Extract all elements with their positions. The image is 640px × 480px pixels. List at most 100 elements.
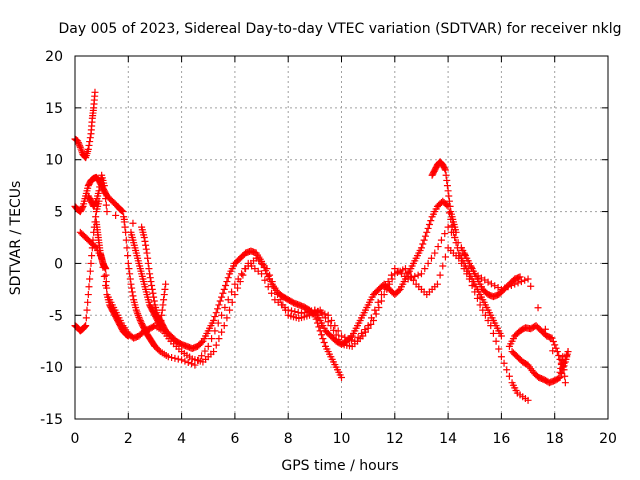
data-point (461, 250, 469, 258)
data-point (178, 356, 186, 364)
data-point (215, 335, 223, 343)
data-point (150, 297, 158, 305)
x-tick-label-8: 16 (492, 431, 510, 447)
data-point (549, 347, 557, 355)
data-point (367, 320, 375, 328)
data-point (112, 211, 120, 219)
data-point (85, 283, 93, 291)
data-point (527, 282, 535, 290)
data-point (559, 359, 567, 367)
data-point (124, 252, 132, 260)
data-point (123, 244, 131, 252)
data-point (82, 314, 90, 322)
data-point (102, 271, 110, 279)
data-point (101, 188, 109, 196)
data-point (148, 281, 156, 289)
series-t8 (311, 197, 505, 348)
data-point (315, 323, 323, 331)
data-point (141, 237, 149, 245)
data-point (262, 267, 270, 275)
data-point (218, 293, 226, 301)
data-point (258, 257, 266, 265)
series-t11 (505, 322, 572, 371)
series-t4 (76, 228, 532, 404)
data-point (516, 273, 524, 281)
data-point (122, 236, 130, 244)
data-point (261, 276, 269, 284)
data-point (330, 326, 338, 334)
data-point (555, 351, 563, 359)
x-tick-label-1: 2 (124, 431, 133, 447)
data-point (158, 311, 166, 319)
data-point (224, 274, 232, 282)
data-point (301, 308, 309, 316)
data-point (505, 372, 513, 380)
data-point (319, 335, 327, 343)
data-point (452, 228, 460, 236)
data-point (524, 396, 532, 404)
data-point (338, 332, 345, 340)
y-axis-label: SDTVAR / TECUs (8, 181, 24, 296)
data-point (548, 334, 556, 342)
data-point (369, 316, 377, 324)
data-point (421, 232, 429, 240)
data-point (436, 271, 444, 279)
data-point (564, 348, 572, 356)
data-point (215, 301, 223, 309)
data-point (553, 348, 561, 356)
data-point (95, 187, 103, 195)
data-point (444, 187, 452, 195)
data-point (198, 352, 206, 360)
data-point (446, 202, 454, 210)
data-point (86, 138, 94, 146)
data-point (218, 328, 226, 336)
data-point (86, 275, 94, 283)
data-point (208, 335, 216, 343)
y-tick-label-0: -15 (40, 412, 63, 428)
data-point (210, 348, 218, 356)
data-point (103, 284, 111, 292)
data-point (473, 294, 481, 302)
data-point (212, 341, 220, 349)
data-point (96, 183, 104, 191)
y-tick-label-6: 15 (45, 101, 63, 117)
data-point (377, 297, 385, 305)
data-point (135, 313, 143, 321)
data-point (380, 291, 388, 299)
data-point (159, 301, 167, 309)
x-tick-label-10: 20 (599, 431, 617, 447)
data-point (168, 354, 176, 362)
data-point (156, 320, 164, 328)
data-point (492, 337, 500, 345)
data-point (387, 271, 395, 279)
x-tick-label-0: 0 (71, 431, 80, 447)
data-point (102, 278, 110, 286)
data-point (140, 234, 148, 241)
data-point (161, 285, 169, 293)
data-point (489, 329, 497, 337)
data-point (395, 287, 403, 295)
x-tick-label-4: 8 (284, 431, 293, 447)
data-point (212, 309, 220, 317)
data-point (84, 145, 92, 153)
data-point (86, 134, 94, 142)
data-point (414, 271, 422, 279)
data-point (75, 140, 83, 148)
data-point (100, 272, 108, 280)
data-point (210, 316, 218, 324)
data-point (129, 292, 137, 300)
data-point (409, 276, 417, 284)
data-point (83, 306, 91, 314)
data-point (549, 337, 557, 345)
series-t7 (127, 228, 170, 330)
x-tick-label-6: 12 (386, 431, 404, 447)
data-point (211, 327, 219, 335)
data-point (128, 284, 136, 292)
data-point (374, 298, 382, 306)
data-point (259, 260, 267, 268)
data-point (491, 282, 499, 290)
data-point (144, 254, 152, 262)
data-point (160, 291, 168, 299)
data-point (220, 285, 228, 293)
data-point (556, 368, 564, 376)
